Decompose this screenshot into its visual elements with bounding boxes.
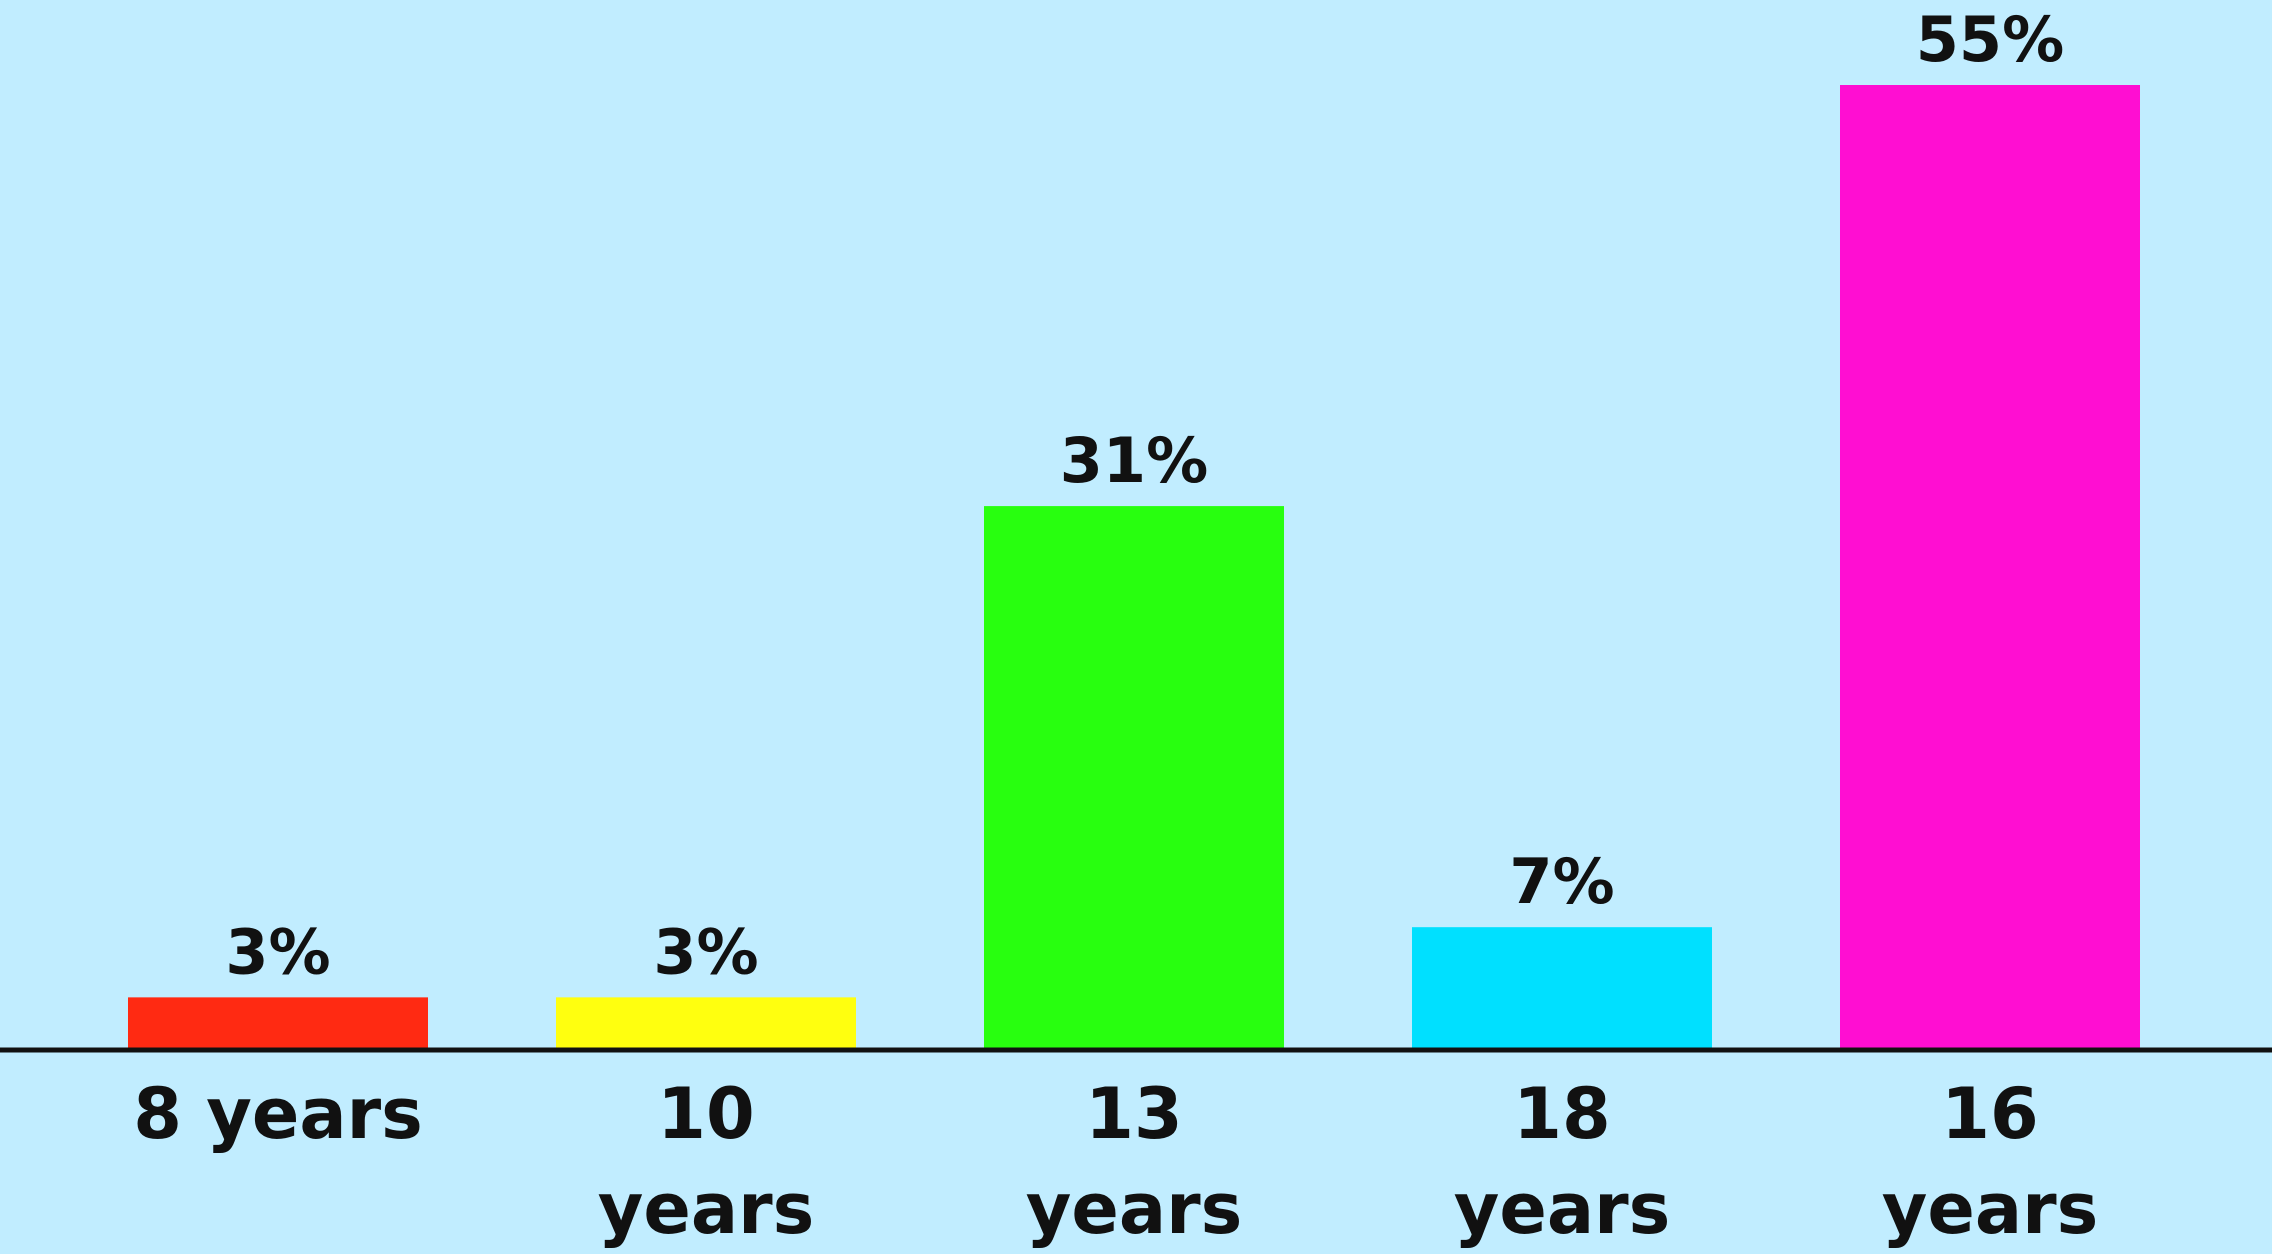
data-label-2: 31%: [1060, 424, 1208, 497]
x-tick-label-line: 18: [1513, 1073, 1610, 1155]
data-label-0: 3%: [225, 915, 330, 988]
data-label-3: 7%: [1509, 845, 1614, 918]
data-label-4: 55%: [1916, 3, 2064, 76]
x-tick-label-line: 10: [657, 1073, 754, 1155]
bar-2: [984, 506, 1284, 1050]
x-tick-label-1: 10 years: [598, 1073, 815, 1250]
bars-group: [128, 85, 2140, 1050]
data-labels-group: 3% 3% 31% 7% 55%: [225, 3, 2064, 988]
bar-1: [556, 997, 856, 1050]
data-label-1: 3%: [653, 915, 758, 988]
x-tick-labels-group: 8 years 10 years 13 years 18 years 16 years: [133, 1073, 2098, 1250]
x-tick-label-line: 8 years: [133, 1073, 423, 1155]
x-tick-label-line: years: [1454, 1168, 1671, 1250]
bar-4: [1840, 85, 2140, 1050]
x-tick-label-line: years: [598, 1168, 815, 1250]
x-tick-label-2: 13 years: [1026, 1073, 1243, 1250]
bar-0: [128, 997, 428, 1050]
x-tick-label-line: years: [1882, 1168, 2099, 1250]
x-tick-label-line: 16: [1941, 1073, 2038, 1155]
x-tick-label-line: 13: [1085, 1073, 1182, 1155]
x-tick-label-line: years: [1026, 1168, 1243, 1250]
x-tick-label-4: 16 years: [1882, 1073, 2099, 1250]
x-tick-label-0: 8 years: [133, 1073, 423, 1155]
x-tick-label-3: 18 years: [1454, 1073, 1671, 1250]
bar-3: [1412, 927, 1712, 1050]
